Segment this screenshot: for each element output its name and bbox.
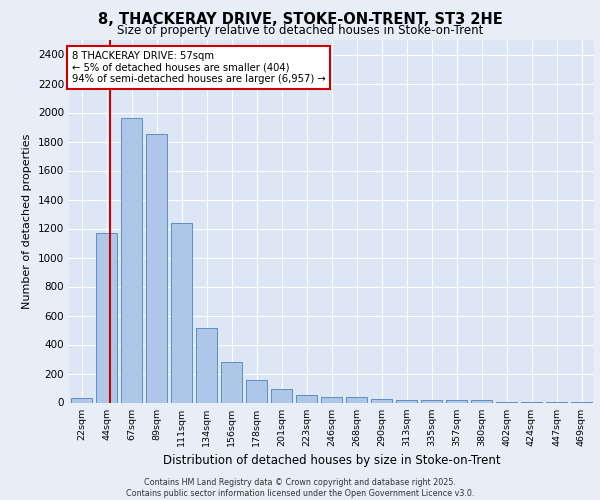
Bar: [271, 390, 292, 402]
Bar: [121, 118, 142, 403]
Bar: [171, 222, 192, 402]
Bar: [221, 362, 242, 403]
Bar: [446, 400, 467, 402]
Text: Size of property relative to detached houses in Stoke-on-Trent: Size of property relative to detached ho…: [117, 24, 483, 37]
Bar: [396, 400, 417, 402]
Bar: [421, 400, 442, 402]
Bar: [296, 395, 317, 402]
Bar: [471, 400, 492, 402]
Bar: [371, 399, 392, 402]
Bar: [246, 380, 267, 402]
X-axis label: Distribution of detached houses by size in Stoke-on-Trent: Distribution of detached houses by size …: [163, 454, 500, 467]
Text: Contains HM Land Registry data © Crown copyright and database right 2025.
Contai: Contains HM Land Registry data © Crown c…: [126, 478, 474, 498]
Text: 8 THACKERAY DRIVE: 57sqm
← 5% of detached houses are smaller (404)
94% of semi-d: 8 THACKERAY DRIVE: 57sqm ← 5% of detache…: [71, 51, 325, 84]
Bar: [96, 233, 117, 402]
Bar: [321, 396, 342, 402]
Bar: [346, 396, 367, 402]
Text: 8, THACKERAY DRIVE, STOKE-ON-TRENT, ST3 2HE: 8, THACKERAY DRIVE, STOKE-ON-TRENT, ST3 …: [98, 12, 502, 28]
Bar: [196, 328, 217, 402]
Bar: [71, 398, 92, 402]
Bar: [146, 134, 167, 402]
Y-axis label: Number of detached properties: Number of detached properties: [22, 134, 32, 309]
